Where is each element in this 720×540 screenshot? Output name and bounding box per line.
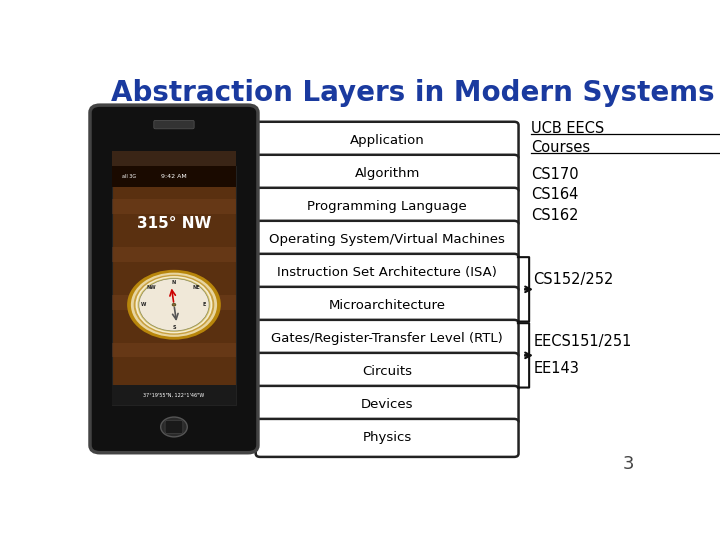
Bar [112, 166, 235, 187]
FancyBboxPatch shape [154, 120, 194, 129]
Text: CS170: CS170 [531, 167, 578, 181]
Text: Abstraction Layers in Modern Systems: Abstraction Layers in Modern Systems [111, 79, 715, 107]
Text: EECS151/251: EECS151/251 [534, 334, 632, 349]
Text: NE: NE [193, 286, 200, 291]
FancyBboxPatch shape [256, 254, 518, 292]
FancyBboxPatch shape [112, 151, 235, 166]
FancyBboxPatch shape [112, 343, 235, 357]
FancyBboxPatch shape [112, 295, 235, 309]
Text: 315° NW: 315° NW [137, 216, 211, 231]
FancyBboxPatch shape [256, 320, 518, 358]
FancyBboxPatch shape [256, 353, 518, 391]
Text: 37°19'55"N, 122°1'46"W: 37°19'55"N, 122°1'46"W [143, 393, 204, 398]
Text: Programming Language: Programming Language [307, 200, 467, 213]
Circle shape [135, 276, 212, 333]
Circle shape [172, 303, 176, 306]
Text: Devices: Devices [361, 399, 413, 411]
Text: all 3G: all 3G [122, 174, 136, 179]
FancyBboxPatch shape [256, 287, 518, 325]
Circle shape [127, 270, 221, 340]
FancyBboxPatch shape [90, 105, 258, 453]
Circle shape [138, 278, 210, 332]
Bar [112, 166, 235, 406]
FancyBboxPatch shape [112, 199, 235, 214]
Text: W: W [141, 302, 146, 307]
Text: 3: 3 [623, 455, 634, 473]
Text: Gates/Register-Transfer Level (RTL): Gates/Register-Transfer Level (RTL) [271, 332, 503, 346]
Text: Circuits: Circuits [362, 366, 412, 379]
FancyBboxPatch shape [256, 122, 518, 160]
FancyBboxPatch shape [256, 188, 518, 226]
FancyBboxPatch shape [165, 420, 183, 434]
Text: Application: Application [350, 134, 425, 147]
FancyBboxPatch shape [112, 391, 235, 406]
Circle shape [134, 275, 215, 335]
Text: CS152/252: CS152/252 [534, 272, 614, 287]
Circle shape [161, 417, 187, 437]
Bar [112, 386, 235, 406]
Text: CS162: CS162 [531, 208, 578, 223]
Circle shape [131, 273, 217, 337]
FancyBboxPatch shape [256, 386, 518, 424]
Text: Operating System/Virtual Machines: Operating System/Virtual Machines [269, 233, 505, 246]
FancyBboxPatch shape [256, 155, 518, 193]
Circle shape [139, 279, 209, 331]
Text: Courses: Courses [531, 140, 590, 154]
Text: Physics: Physics [362, 431, 412, 444]
Text: Algorithm: Algorithm [354, 167, 420, 180]
FancyBboxPatch shape [256, 221, 518, 259]
Text: N: N [172, 280, 176, 285]
FancyBboxPatch shape [256, 419, 518, 457]
Text: EE143: EE143 [534, 361, 580, 376]
FancyBboxPatch shape [112, 247, 235, 262]
Text: CS164: CS164 [531, 187, 578, 202]
Text: S: S [172, 325, 176, 330]
Text: NW: NW [147, 286, 156, 291]
Text: Instruction Set Architecture (ISA): Instruction Set Architecture (ISA) [277, 266, 497, 279]
Text: 9:42 AM: 9:42 AM [161, 174, 187, 179]
Text: E: E [203, 302, 206, 307]
Text: Microarchitecture: Microarchitecture [328, 299, 446, 312]
Text: UCB EECS: UCB EECS [531, 121, 604, 136]
